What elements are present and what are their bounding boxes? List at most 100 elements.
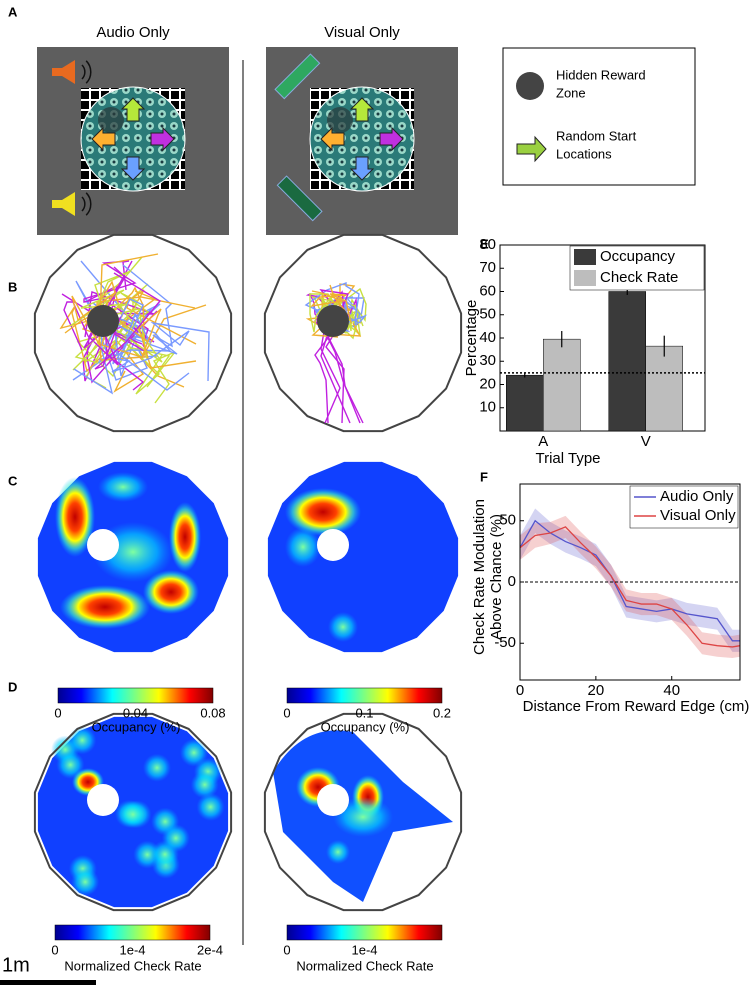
trajectory: [83, 266, 162, 370]
colorbar-tick: 0: [283, 705, 290, 720]
legend-text: Zone: [556, 85, 586, 100]
colorbar-tick: 0.04: [123, 705, 148, 720]
speaker: [52, 192, 75, 216]
column-title: Audio Only: [96, 24, 170, 41]
trajectory: [310, 290, 352, 324]
x-tick-label: 20: [588, 682, 605, 699]
heat-blob: [68, 726, 97, 755]
reward-zone: [327, 107, 353, 133]
reward-hole: [87, 784, 119, 816]
y-axis-label: Above Chance (%): [488, 514, 505, 640]
heat-blob: [161, 824, 190, 853]
panel-label: A: [8, 4, 18, 19]
legend-arrow: [516, 135, 547, 163]
trajectory: [96, 286, 196, 361]
sound-wave: [81, 196, 86, 212]
start-arrow: [349, 97, 375, 122]
column-title: Visual Only: [324, 24, 400, 41]
legend: [629, 485, 739, 529]
trajectory: [102, 297, 149, 391]
heat-blob: [179, 738, 208, 767]
heatmap: [263, 712, 463, 912]
colorbar-tick: 0: [54, 705, 61, 720]
start-arrow: [120, 97, 146, 122]
start-arrow: [349, 156, 375, 181]
heatmap: [267, 461, 459, 653]
reward-hole: [317, 784, 349, 816]
sound-wave: [85, 60, 92, 84]
arena-outline: [33, 712, 233, 912]
error-band: [520, 508, 740, 652]
legend-label: Check Rate: [600, 269, 678, 286]
scale-bar: [0, 980, 96, 985]
colorbar-tick: 0.2: [433, 705, 451, 720]
legend-label: Occupancy: [600, 248, 676, 265]
legend-label: Audio Only: [660, 488, 734, 505]
trajectory: [305, 293, 341, 424]
start-arrow: [150, 126, 175, 152]
colorbar: [54, 924, 211, 941]
heat-blob: [118, 800, 147, 829]
y-axis-label: Check Rate Modulation: [471, 499, 488, 655]
error-band: [520, 515, 740, 658]
legend-box: [502, 47, 696, 186]
y-tick-label: 10: [479, 399, 496, 416]
legend-label: Visual Only: [660, 507, 736, 524]
x-axis-label: Distance From Reward Edge (cm): [523, 698, 750, 715]
y-tick-label: -50: [494, 634, 516, 651]
heat-blob: [285, 527, 321, 567]
arena-outline: [263, 233, 463, 433]
colorbar: [286, 687, 443, 704]
legend-text: Random Start: [556, 128, 637, 143]
colorbar-label: Occupancy (%): [321, 719, 410, 734]
heat-blob: [285, 488, 361, 536]
y-tick-label: 60: [479, 282, 496, 299]
heat-blob: [142, 753, 171, 782]
legend-swatch: [574, 270, 596, 286]
colorbar: [286, 924, 443, 941]
reward-zone: [317, 305, 349, 337]
y-tick-label: 50: [479, 306, 496, 323]
y-axis-label: Percentage: [463, 300, 480, 377]
colorbar-label: Occupancy (%): [92, 719, 181, 734]
heat-blob: [326, 840, 350, 864]
start-arrow: [120, 156, 146, 181]
trajectory: [59, 305, 145, 393]
trajectory: [97, 298, 190, 391]
colorbar-tick: 1e-4: [119, 942, 145, 957]
heat-blob: [328, 612, 358, 642]
heatmap: [37, 461, 229, 653]
bar: [608, 291, 646, 432]
heat-blob: [190, 770, 219, 799]
line: [519, 519, 740, 642]
x-tick-label: 0: [516, 682, 524, 699]
panel-label: E: [480, 236, 489, 251]
y-tick-label: 0: [508, 573, 516, 590]
colorbar: [57, 687, 214, 704]
colorbar-tick: 0.1: [355, 705, 373, 720]
heat-blob: [71, 867, 100, 896]
panel-label: B: [8, 279, 17, 294]
reward-hole: [317, 529, 349, 561]
arena-outline: [263, 712, 463, 912]
legend-reward: [516, 72, 544, 100]
trajectory: [72, 292, 163, 395]
y-tick-label: 20: [479, 375, 496, 392]
bar: [543, 338, 581, 432]
x-axis-label: Trial Type: [535, 450, 600, 467]
start-arrow: [91, 126, 116, 152]
legend-text: Locations: [556, 146, 612, 161]
trajectory: [114, 264, 178, 377]
bar: [506, 374, 544, 432]
x-tick-label: V: [641, 433, 651, 450]
speaker: [52, 60, 75, 84]
reward-hole: [87, 529, 119, 561]
legend-text: Hidden Reward: [556, 67, 646, 82]
panel-label: C: [8, 473, 18, 488]
visual-cue: [274, 53, 321, 100]
scale-bar-label: 1m: [2, 954, 30, 976]
heat-blob: [169, 502, 201, 572]
visual-cue: [276, 175, 323, 222]
heat-blob: [143, 570, 199, 614]
